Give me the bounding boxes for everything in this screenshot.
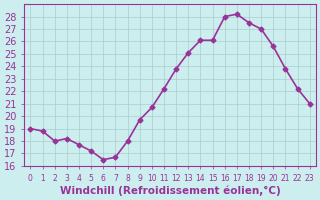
X-axis label: Windchill (Refroidissement éolien,°C): Windchill (Refroidissement éolien,°C) xyxy=(60,185,280,196)
